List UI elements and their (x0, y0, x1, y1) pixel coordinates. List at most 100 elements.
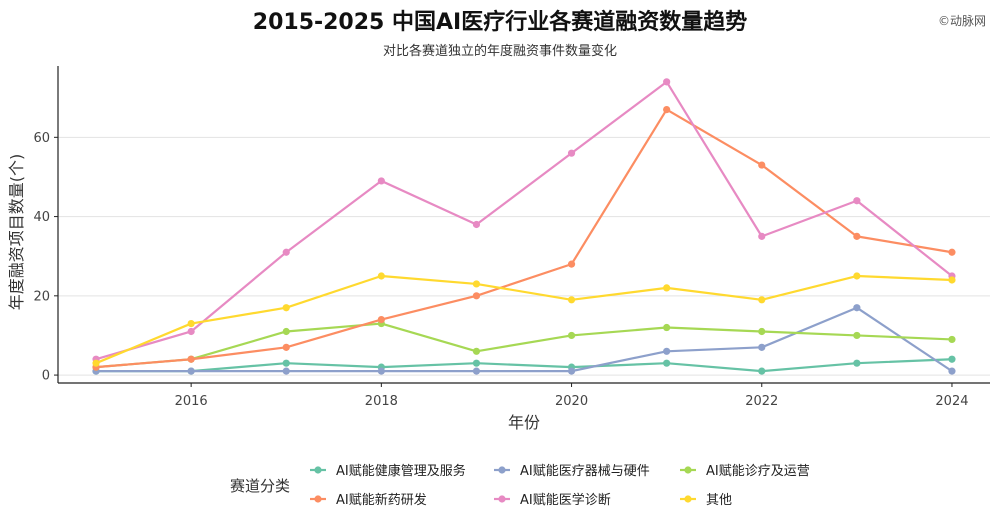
x-axis-title: 年份 (508, 413, 540, 432)
data-point (282, 327, 290, 336)
x-ticks: 2016 2018 2020 2022 2024 (175, 383, 969, 409)
series-lines (92, 78, 956, 375)
legend-label: AI赋能医疗器械与硬件 (520, 464, 650, 479)
y-tick-label: 40 (33, 210, 50, 225)
data-point (282, 359, 290, 367)
legend: 赛道分类 AI赋能健康管理及服务 AI赋能医疗器械与硬件 AI赋能诊疗及运营AI赋能… (230, 463, 810, 508)
legend-key-point (498, 466, 506, 474)
data-point (663, 78, 671, 86)
data-point (187, 367, 195, 375)
x-tick-label: 2018 (365, 394, 398, 409)
data-point (853, 331, 861, 340)
legend-item: AI赋能诊疗及运营 (680, 464, 810, 479)
data-point (567, 149, 576, 157)
watermark: ©动脉网 (937, 14, 986, 28)
data-point (853, 304, 861, 312)
y-tick-label: 0 (42, 369, 50, 384)
data-point (282, 248, 290, 256)
data-point (187, 327, 195, 336)
data-point (663, 284, 671, 292)
data-point (187, 355, 195, 363)
data-point (758, 343, 766, 351)
legend-label: 其他 (706, 493, 732, 508)
series-4 (92, 105, 956, 371)
legend-items: AI赋能健康管理及服务 AI赋能医疗器械与硬件 AI赋能诊疗及运营 AI赋能新药研发 A… (310, 463, 810, 508)
data-point (472, 347, 481, 355)
data-point (472, 292, 481, 300)
series-line (95, 80, 953, 361)
chart-title: 2015-2025 中国AI医疗行业各赛道融资数量趋势 (252, 10, 748, 35)
legend-label: AI赋能诊疗及运营 (706, 464, 810, 479)
y-tick-label: 20 (33, 289, 50, 304)
legend-item: AI赋能医学诊断 (494, 492, 611, 508)
legend-item: AI赋能健康管理及服务 (310, 463, 466, 479)
data-point (567, 296, 576, 304)
legend-label: AI赋能健康管理及服务 (336, 463, 466, 479)
series-line (96, 358, 953, 373)
data-point (663, 359, 671, 367)
series-3 (92, 319, 956, 371)
data-point (472, 280, 481, 288)
data-point (282, 367, 290, 375)
data-point (282, 304, 290, 312)
data-point (758, 327, 766, 336)
series-line (95, 108, 953, 369)
data-point (948, 367, 956, 375)
data-point (758, 367, 766, 375)
data-point (948, 276, 956, 284)
legend-label: AI赋能新药研发 (336, 492, 427, 508)
series-5 (92, 78, 956, 363)
data-point (282, 343, 290, 351)
series-line (95, 322, 953, 369)
data-point (377, 367, 385, 375)
data-point (853, 232, 861, 240)
data-point (948, 355, 956, 363)
legend-key-point (684, 466, 692, 474)
data-point (948, 248, 956, 256)
data-point (92, 359, 100, 367)
x-tick-label: 2024 (935, 394, 968, 409)
data-point (663, 347, 671, 355)
series-line (95, 274, 953, 365)
x-tick-label: 2020 (555, 394, 588, 409)
legend-title: 赛道分类 (230, 477, 290, 495)
data-point (948, 335, 956, 344)
data-point (567, 331, 576, 340)
y-axis-title: 年度融资项目数量(个) (7, 154, 26, 311)
data-point (853, 272, 861, 280)
x-tick-label: 2022 (745, 394, 778, 409)
data-point (377, 272, 385, 280)
data-point (567, 260, 576, 268)
data-point (758, 232, 766, 240)
legend-key-point (498, 495, 506, 503)
data-point (472, 359, 481, 367)
data-point (758, 161, 766, 169)
legend-item: AI赋能新药研发 (310, 492, 427, 508)
y-ticks: 0 20 40 60 (33, 131, 58, 384)
gridlines (58, 136, 990, 376)
legend-label: AI赋能医学诊断 (520, 492, 611, 508)
legend-item: AI赋能医疗器械与硬件 (494, 464, 650, 479)
legend-item: 其他 (680, 493, 732, 508)
data-point (472, 367, 481, 375)
series-line (96, 306, 953, 373)
legend-key-point (314, 495, 322, 503)
data-point (853, 197, 861, 205)
x-tick-label: 2016 (175, 394, 208, 409)
data-point (853, 359, 861, 367)
data-point (567, 367, 576, 375)
y-tick-label: 60 (33, 131, 50, 146)
data-point (472, 220, 481, 229)
data-point (758, 296, 766, 304)
data-point (377, 177, 385, 185)
series-6 (92, 272, 956, 367)
data-point (187, 319, 195, 328)
legend-key-point (314, 466, 322, 474)
data-point (663, 323, 671, 332)
data-point (377, 316, 385, 324)
legend-key-point (684, 495, 692, 503)
data-point (663, 105, 671, 114)
chart-subtitle: 对比各赛道独立的年度融资事件数量变化 (382, 44, 617, 59)
axes (57, 66, 990, 384)
